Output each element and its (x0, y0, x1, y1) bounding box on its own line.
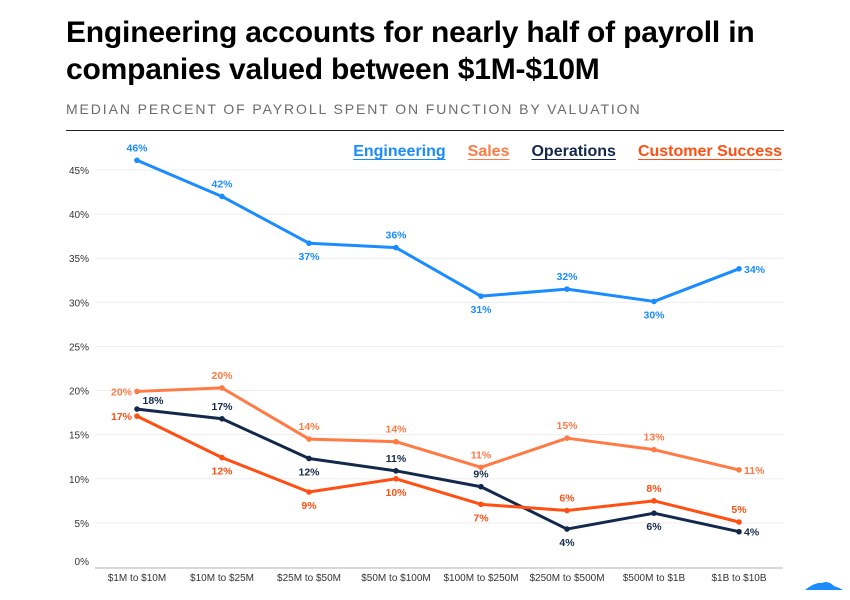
data-point (651, 498, 657, 504)
x-tick-label: $10M to $25M (190, 573, 254, 584)
data-label: 6% (646, 521, 662, 533)
data-point (478, 501, 484, 508)
data-label: 36% (385, 230, 407, 242)
x-tick-label: $100M to $250M (443, 573, 518, 584)
data-label: 18% (142, 395, 164, 407)
x-tick-label: $1B to $10B (711, 573, 766, 584)
data-label: 4% (559, 537, 575, 549)
data-point (134, 413, 140, 419)
y-tick-label: 10% (69, 475, 89, 486)
y-tick-label: 25% (69, 342, 89, 353)
data-label: 31% (470, 304, 492, 316)
series-line-engineering (136, 158, 740, 303)
data-label: 11% (471, 449, 492, 461)
data-point (564, 526, 570, 532)
data-label: 11% (386, 453, 407, 465)
data-point (478, 483, 484, 490)
x-tick-label: $25M to $50M (277, 573, 341, 584)
y-tick-label: 40% (69, 210, 89, 221)
data-label: 5% (731, 504, 747, 516)
data-point (219, 415, 225, 422)
data-point (393, 475, 399, 482)
y-tick-label: 45% (69, 166, 89, 177)
data-label: 7% (473, 512, 489, 524)
data-point (306, 436, 312, 442)
y-tick-label: 30% (69, 298, 89, 309)
y-tick-label: 5% (75, 519, 90, 530)
data-label: 46% (126, 142, 148, 154)
y-tick-label: 0% (75, 557, 90, 568)
data-point (736, 519, 742, 525)
series-line-sales (136, 386, 740, 472)
legend-engineering[interactable]: Engineering (353, 143, 446, 160)
data-point (306, 489, 312, 495)
data-point (393, 244, 399, 251)
x-tick-label: $1M to $10M (108, 573, 166, 584)
wave-logo-icon (805, 582, 843, 590)
data-point (219, 193, 225, 200)
data-label: 6% (559, 493, 575, 505)
legend-customer-success[interactable]: Customer Success (637, 143, 782, 160)
chart-subtitle: MEDIAN PERCENT OF PAYROLL SPENT ON FUNCT… (66, 101, 642, 117)
data-label: 11% (744, 465, 765, 477)
data-label: 20% (211, 370, 233, 382)
data-label: 9% (473, 469, 489, 481)
y-tick-label: 35% (69, 254, 89, 265)
y-tick-label: 20% (69, 387, 89, 398)
data-point (306, 455, 312, 462)
data-label: 8% (646, 483, 662, 495)
series-line-customer-success (136, 414, 740, 524)
data-label: 10% (385, 487, 407, 499)
data-point (393, 468, 399, 474)
divider (66, 130, 784, 131)
data-point (306, 240, 312, 247)
data-label: 14% (298, 421, 320, 433)
data-point (564, 507, 570, 514)
data-point (134, 406, 140, 412)
data-point (478, 293, 484, 299)
data-label: 14% (385, 424, 407, 436)
data-label: 15% (556, 420, 578, 432)
data-point (219, 454, 225, 461)
data-label: 20% (111, 386, 133, 398)
data-label: 42% (211, 178, 233, 190)
data-label: 12% (298, 466, 320, 478)
x-tick-label: $50M to $100M (361, 573, 431, 584)
data-label: 17% (211, 401, 233, 413)
data-point (736, 266, 742, 272)
legend: Engineering Sales Operations Customer Su… (353, 143, 782, 161)
data-point (134, 157, 140, 164)
data-label: 12% (211, 466, 233, 478)
series-line-operations (136, 407, 740, 534)
data-point (651, 446, 657, 453)
data-point (219, 385, 225, 391)
data-point (651, 298, 657, 305)
data-label: 34% (744, 264, 766, 276)
data-label: 17% (111, 411, 133, 423)
legend-operations[interactable]: Operations (531, 143, 616, 160)
x-tick-label: $250M to $500M (529, 573, 604, 584)
data-point (736, 528, 742, 535)
x-tick-label: $500M to $1B (623, 573, 686, 584)
chart-title: Engineering accounts for nearly half of … (66, 16, 755, 86)
legend-sales[interactable]: Sales (467, 143, 510, 160)
data-point (478, 464, 484, 471)
y-tick-label: 15% (69, 431, 89, 442)
data-point (651, 510, 657, 516)
data-label: 32% (556, 271, 578, 283)
data-point (564, 435, 570, 441)
data-label: 37% (298, 251, 320, 263)
data-point (564, 286, 570, 292)
data-point (393, 438, 399, 445)
data-label: 30% (643, 309, 665, 321)
data-label: 4% (744, 527, 760, 539)
data-point (736, 467, 742, 473)
data-point (134, 388, 140, 395)
data-label: 9% (301, 500, 317, 512)
data-label: 13% (643, 432, 665, 444)
